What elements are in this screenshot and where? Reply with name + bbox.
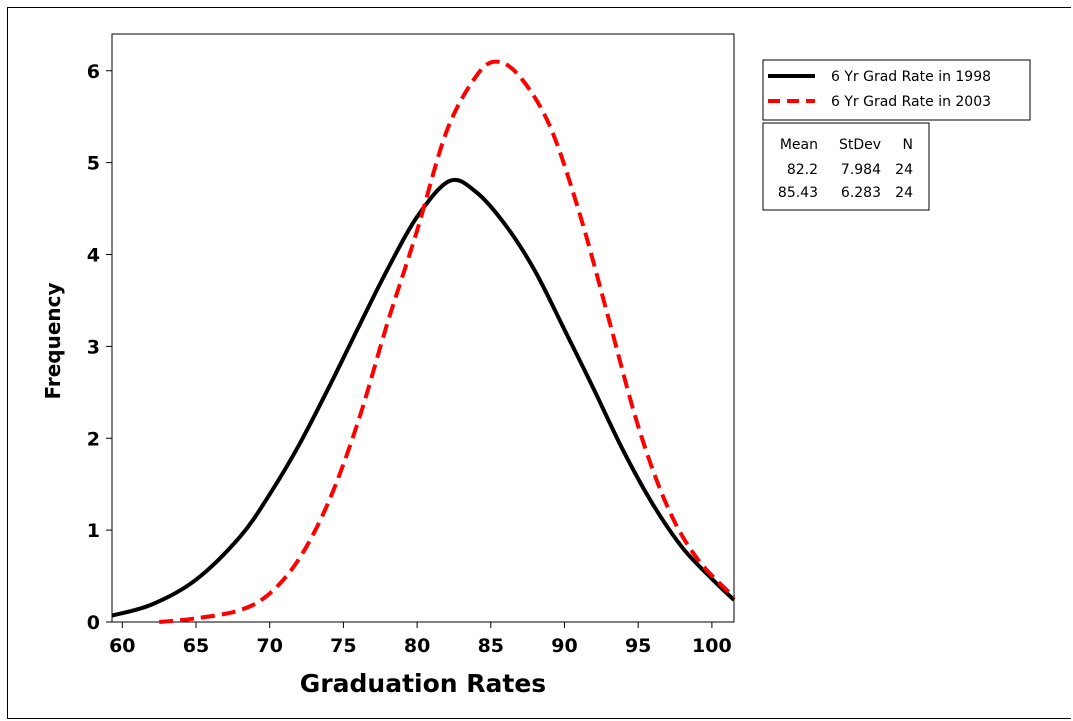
stats-box	[762, 122, 930, 211]
x-tick-label: 60	[109, 635, 135, 657]
y-tick-label: 5	[87, 153, 100, 175]
series-line-2003	[159, 59, 736, 624]
y-tick-label: 6	[87, 61, 100, 83]
stats-mean-2003: 85.43	[778, 185, 818, 201]
legend-box	[762, 59, 1031, 121]
x-axis-title: Graduation Rates	[300, 669, 546, 698]
y-tick-label: 2	[87, 428, 100, 450]
stats-table: Mean StDev N 82.2 7.984 24 85.43 6.283 2…	[762, 122, 930, 211]
x-tick-label: 85	[478, 635, 504, 657]
stats-mean-1998: 82.2	[787, 162, 818, 178]
x-tick-label: 65	[183, 635, 209, 657]
x-tick-label: 70	[256, 635, 282, 657]
stats-header-mean: Mean	[780, 137, 818, 153]
stats-header-stdev: StDev	[839, 137, 881, 153]
stats-stdev-1998: 7.984	[841, 162, 881, 178]
y-tick-label: 3	[87, 336, 100, 358]
plot-area	[111, 33, 735, 623]
y-axis-title: Frequency	[41, 282, 65, 399]
x-axis: 60 65 70 75 80 85 90 95 100	[109, 622, 732, 657]
y-axis: 0 1 2 3 4 5 6	[87, 61, 112, 634]
x-tick-label: 80	[404, 635, 430, 657]
y-tick-label: 4	[87, 245, 100, 267]
figure-frame	[7, 7, 1071, 719]
legend: 6 Yr Grad Rate in 1998 6 Yr Grad Rate in…	[762, 59, 1031, 121]
x-tick-label: 95	[625, 635, 651, 657]
x-tick-label: 100	[692, 635, 732, 657]
legend-label-1998: 6 Yr Grad Rate in 1998	[831, 69, 991, 85]
series-line-1998	[111, 177, 736, 618]
legend-label-2003: 6 Yr Grad Rate in 2003	[831, 94, 991, 110]
stats-header-n: N	[903, 137, 913, 153]
stats-n-1998: 24	[895, 162, 913, 178]
y-tick-label: 1	[87, 520, 100, 542]
x-tick-label: 75	[330, 635, 356, 657]
series-layer	[111, 59, 736, 624]
stats-stdev-2003: 6.283	[841, 185, 881, 201]
x-tick-label: 90	[551, 635, 577, 657]
stats-n-2003: 24	[895, 185, 913, 201]
y-tick-label: 0	[87, 612, 100, 634]
